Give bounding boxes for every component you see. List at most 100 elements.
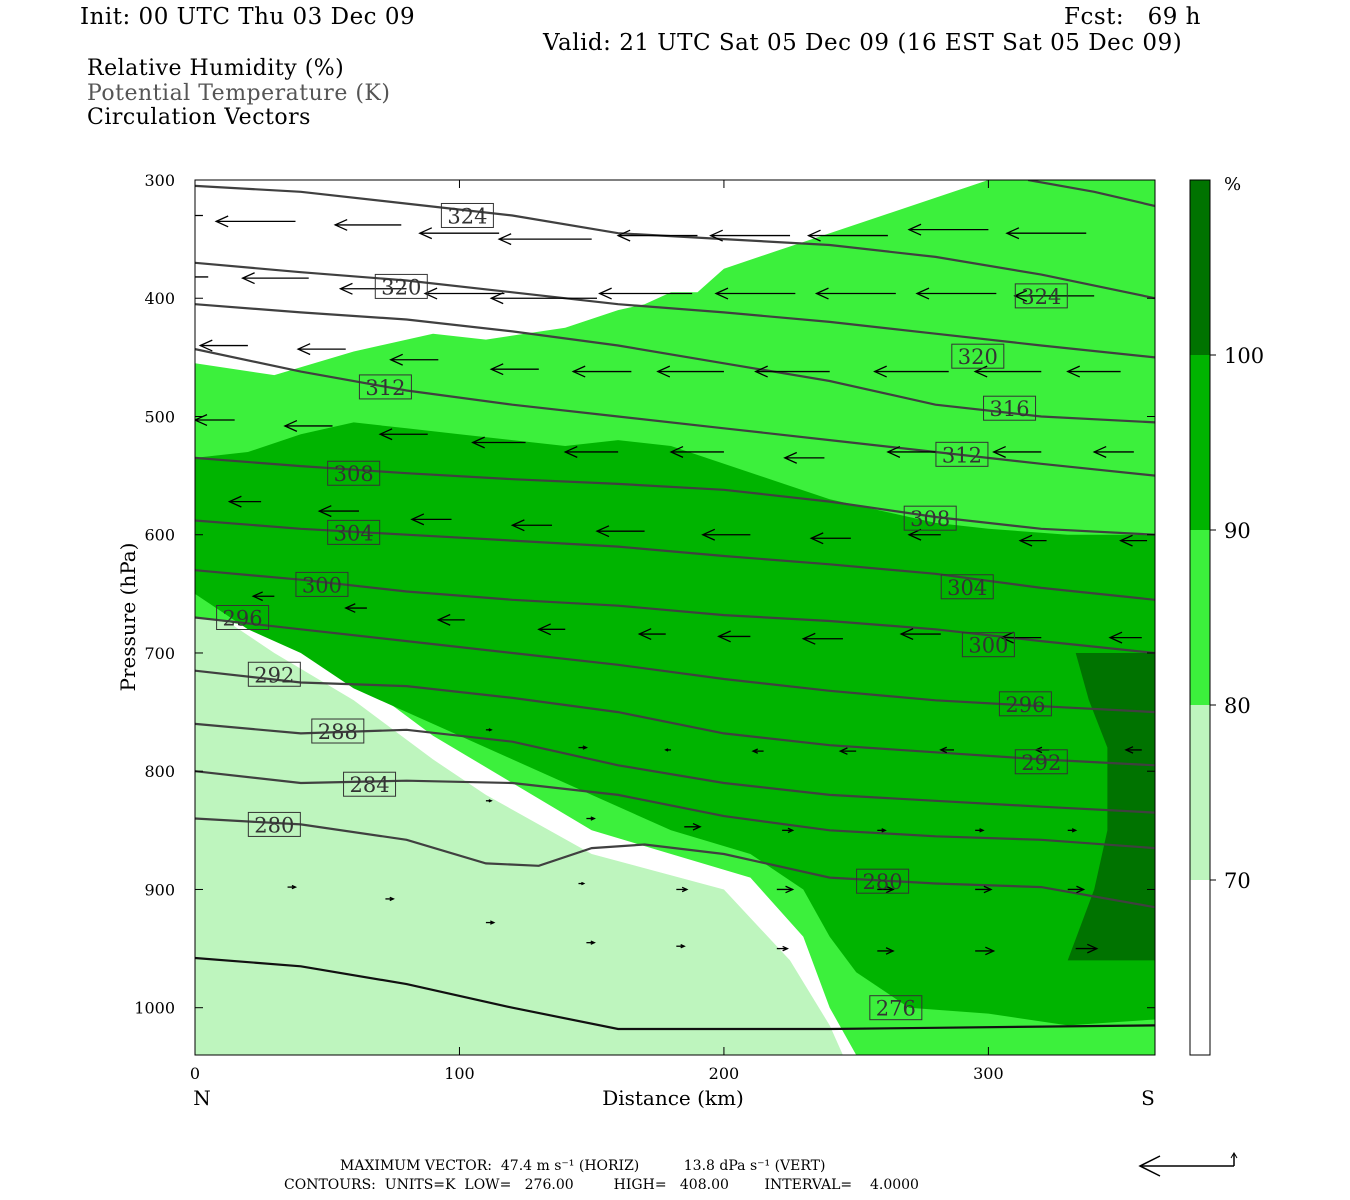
y-tick-label: 400: [144, 289, 175, 308]
circulation-vector: [801, 632, 843, 645]
y-tick-label: 600: [144, 526, 175, 545]
y-tick-label: 900: [144, 880, 175, 899]
circulation-vector: [717, 630, 751, 643]
y-tick-label: 800: [144, 762, 175, 781]
circulation-vector: [195, 214, 203, 217]
x-axis-label: Distance (km): [602, 1086, 744, 1110]
y-tick-label: 300: [144, 171, 175, 190]
rh-colorbar: 100 90 80 70%: [1189, 174, 1264, 1056]
isentrope-308: [195, 456, 1155, 536]
circulation-vector: [664, 748, 672, 752]
colorbar-segment: [1190, 880, 1210, 1055]
circulation-vector: [877, 947, 895, 955]
rh-fill-70: [195, 599, 843, 1055]
circulation-vector: [214, 215, 296, 228]
svg-text:304: 304: [947, 576, 987, 600]
isentrope-label: 276: [869, 995, 923, 1021]
x-tick-label: 100: [444, 1064, 475, 1083]
circulation-vector: [1066, 365, 1121, 378]
contour-info: CONTOURS: UNITS=K LOW= 276.00 HIGH= 408.…: [284, 1177, 919, 1193]
circulation-vector: [1108, 631, 1142, 644]
isentrope-label: 320: [951, 343, 1005, 369]
circulation-vector: [1018, 534, 1047, 547]
circulation-vector: [241, 272, 309, 285]
isentrope-label: 324: [440, 202, 494, 228]
circulation-vector: [489, 292, 597, 305]
x-axis-start-label: N: [193, 1086, 211, 1110]
legend-potential-temperature: Potential Temperature (K): [87, 81, 391, 106]
isentrope-label: 300: [295, 571, 349, 597]
colorbar-segment: [1190, 180, 1210, 355]
circulation-vector: [287, 884, 298, 890]
isentrope-label: 304: [327, 519, 381, 545]
isentrope-280: [195, 817, 1155, 909]
isentrope-296: [195, 616, 1155, 714]
circulation-vector: [754, 365, 830, 378]
forecast-hour: Fcst: 69 h: [1064, 4, 1201, 30]
isentrope-label: 284: [343, 771, 397, 797]
circulation-vector: [939, 746, 955, 754]
circulation-vector: [669, 445, 724, 458]
circulation-vector: [497, 233, 592, 246]
circulation-vector: [1119, 534, 1148, 547]
y-tick-label: 500: [144, 407, 175, 426]
circulation-vector: [1092, 445, 1134, 458]
circulation-vector: [975, 828, 985, 833]
isentrope-label: 304: [940, 574, 994, 600]
svg-text:308: 308: [910, 507, 950, 531]
isentrope-284: [195, 770, 1155, 850]
circulation-vector: [714, 287, 796, 300]
isentrope-label: 316: [983, 395, 1037, 421]
reference-vector-icon: [1138, 1152, 1238, 1177]
circulation-vector: [684, 822, 702, 831]
colorbar-tick-label: 70: [1224, 869, 1251, 893]
colorbar-segment: [1190, 355, 1210, 530]
circulation-vector: [578, 745, 588, 750]
circulation-vector: [227, 495, 262, 508]
legend-relative-humidity: Relative Humidity (%): [87, 56, 345, 81]
isentrope-label: 288: [311, 718, 365, 744]
isentrope-label: 296: [998, 691, 1052, 717]
svg-text:280: 280: [863, 870, 903, 894]
circulation-vector: [485, 920, 496, 925]
circulation-vector: [489, 363, 539, 376]
circulation-vector: [317, 505, 359, 518]
circulation-vector: [809, 532, 851, 545]
circulation-vector: [338, 282, 407, 295]
circulation-vector: [1005, 227, 1087, 240]
svg-text:280: 280: [254, 813, 294, 837]
circulation-vector: [333, 218, 402, 231]
circulation-vector: [410, 513, 452, 526]
svg-text:312: 312: [942, 443, 982, 467]
svg-text:296: 296: [223, 607, 263, 631]
circulation-vector: [873, 365, 949, 378]
circulation-vector: [1000, 631, 1042, 644]
circulation-vector: [907, 223, 989, 236]
circulation-vector: [586, 816, 596, 821]
circulation-vector: [782, 827, 795, 834]
circulation-vector: [195, 276, 209, 278]
svg-text:324: 324: [1021, 285, 1061, 309]
max-vector-info: MAXIMUM VECTOR: 47.4 m s⁻¹ (HORIZ) 13.8 …: [340, 1158, 826, 1174]
circulation-vector: [198, 339, 248, 352]
isentrope-label: 324: [1014, 283, 1068, 309]
circulation-vector: [616, 229, 698, 242]
circulation-vector: [436, 613, 465, 626]
y-axis-label: Pressure (hPa): [116, 543, 140, 692]
circulation-vector: [907, 528, 941, 541]
colorbar-segment: [1190, 705, 1210, 880]
isentrope-276: [195, 956, 1155, 1031]
isentrope-292: [195, 669, 1155, 767]
colorbar-unit: %: [1224, 174, 1241, 195]
circulation-vector: [656, 365, 724, 378]
circulation-vector: [1124, 746, 1142, 754]
isentrope-label: 308: [903, 505, 957, 531]
circulation-vector: [485, 799, 493, 803]
svg-text:320: 320: [381, 275, 421, 299]
circulation-vector: [676, 944, 686, 949]
svg-text:276: 276: [876, 997, 916, 1021]
svg-text:292: 292: [1021, 751, 1061, 775]
colorbar-tick-label: 80: [1224, 694, 1251, 718]
circulation-vector: [510, 519, 553, 532]
